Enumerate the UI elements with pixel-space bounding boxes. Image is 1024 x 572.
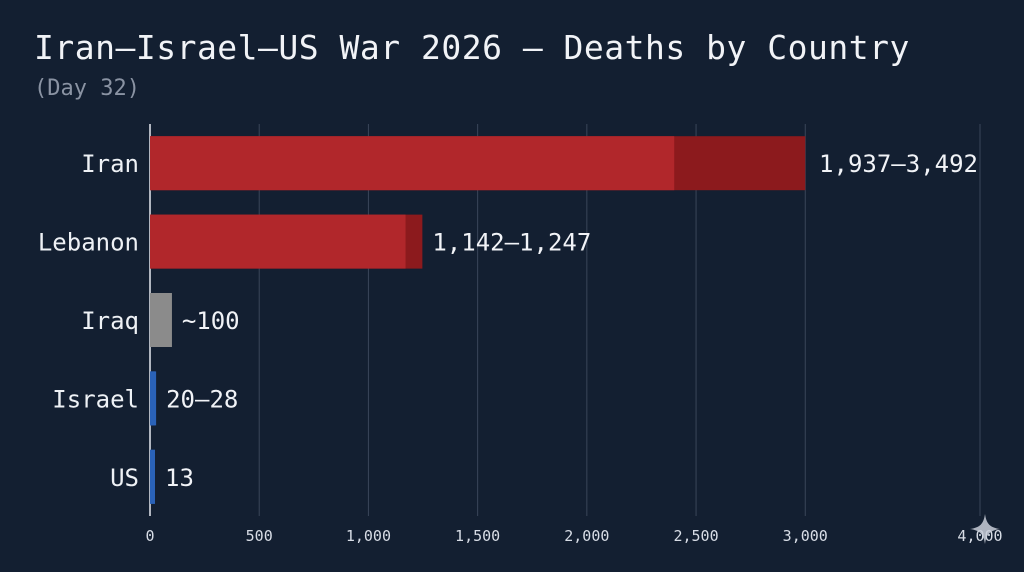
bar-low-iran (150, 136, 675, 191)
x-tick-label: 1,500 (455, 527, 500, 545)
x-tick-label: 1,000 (346, 527, 391, 545)
category-label: Iraq (81, 307, 139, 335)
x-tick-label: 2,500 (673, 527, 718, 545)
category-label: Iran (81, 150, 139, 178)
x-tick-label: 500 (246, 527, 273, 545)
category-label: Israel (52, 385, 139, 413)
bar-low-us (150, 449, 155, 504)
bar-low-iraq (150, 293, 172, 347)
chart-subtitle: (Day 32) (34, 76, 140, 101)
x-tick-label: 3,000 (783, 527, 828, 545)
bar-low-lebanon (150, 214, 406, 269)
category-label: Lebanon (38, 229, 139, 257)
data-label: 1,937–3,492 (819, 150, 978, 178)
bar-low-israel (150, 371, 155, 426)
x-tick-label: 2,000 (564, 527, 609, 545)
category-label: US (110, 464, 139, 492)
chart-title: Iran–Israel–US War 2026 — Deaths by Coun… (34, 28, 910, 67)
data-label: 13 (165, 464, 194, 492)
data-label: 1,142–1,247 (432, 229, 591, 257)
x-tick-label: 0 (145, 527, 154, 545)
sparkle-icon (970, 514, 1000, 544)
data-label: 20–28 (166, 385, 238, 413)
data-label: ~100 (182, 307, 240, 335)
